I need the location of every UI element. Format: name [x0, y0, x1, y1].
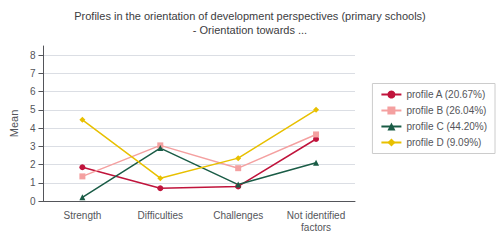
svg-text:0: 0 [30, 196, 36, 207]
svg-text:profile A (20.67%): profile A (20.67%) [406, 89, 485, 100]
svg-text:Not identified: Not identified [287, 210, 345, 221]
svg-text:factors: factors [301, 222, 331, 233]
svg-text:1: 1 [30, 177, 36, 188]
svg-text:profile C (44.20%): profile C (44.20%) [406, 121, 487, 132]
svg-text:- Orientation towards ...: - Orientation towards ... [193, 24, 307, 36]
svg-text:5: 5 [30, 104, 36, 115]
svg-text:6: 6 [30, 86, 36, 97]
svg-text:Profiles in the orientation of: Profiles in the orientation of developme… [74, 10, 426, 22]
svg-text:profile B (26.04%): profile B (26.04%) [406, 105, 486, 116]
svg-text:Challenges: Challenges [213, 210, 263, 221]
svg-text:3: 3 [30, 141, 36, 152]
svg-text:4: 4 [30, 123, 36, 134]
svg-text:Difficulties: Difficulties [138, 210, 183, 221]
svg-text:profile D (9.09%): profile D (9.09%) [406, 137, 481, 148]
svg-text:7: 7 [30, 68, 36, 79]
svg-text:Strength: Strength [63, 210, 101, 221]
svg-text:Mean: Mean [8, 110, 20, 138]
svg-text:2: 2 [30, 159, 36, 170]
svg-text:8: 8 [30, 50, 36, 61]
